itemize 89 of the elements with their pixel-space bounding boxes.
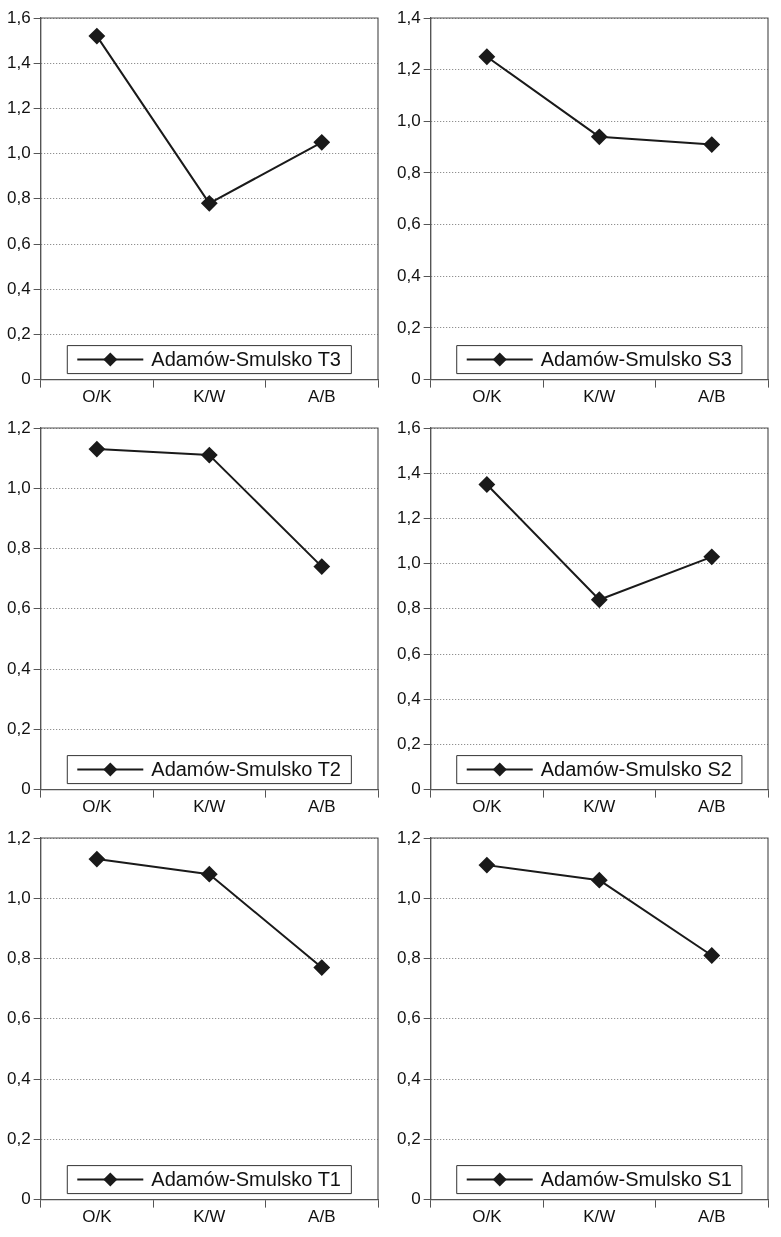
point — [201, 195, 218, 212]
point — [591, 872, 608, 889]
x-tick-label: O/K — [82, 797, 113, 817]
x-tick-label: A/B — [308, 797, 336, 817]
y-tick-label: 0,8 — [396, 948, 421, 968]
y-tick-label: 0,2 — [6, 324, 31, 344]
y-tick-label: 0,2 — [396, 1129, 421, 1149]
x-tick-label: K/W — [193, 797, 226, 817]
point — [703, 947, 720, 964]
x-tick-label: A/B — [308, 387, 336, 407]
x-tick-label: A/B — [698, 797, 726, 817]
y-tick-label: 0,6 — [396, 214, 421, 234]
point — [201, 866, 218, 883]
y-tick-label: 0,2 — [6, 719, 31, 739]
y-tick-label: 1,2 — [396, 59, 421, 79]
legend-label: Adamów-Smulsko S1 — [540, 1168, 732, 1191]
point — [591, 128, 608, 145]
x-tick-label: O/K — [82, 1207, 113, 1227]
x-tick-label: K/W — [193, 387, 226, 407]
y-tick-label: 0,4 — [6, 1068, 31, 1088]
point — [478, 48, 495, 65]
x-tick-label: K/W — [583, 797, 616, 817]
y-tick-label: 1,6 — [396, 417, 421, 437]
y-tick-label: 0 — [21, 1189, 31, 1209]
y-tick-label: 0,2 — [6, 1129, 31, 1149]
y-tick-label: 0,6 — [6, 1008, 31, 1028]
y-tick-label: 1,0 — [396, 887, 421, 907]
point — [201, 447, 218, 464]
point — [478, 857, 495, 874]
y-tick-label: 1,4 — [6, 52, 31, 72]
y-tick-label: 1,2 — [6, 417, 31, 437]
legend-label: Adamów-Smulsko T2 — [151, 758, 341, 781]
y-tick-label: 0,4 — [396, 688, 421, 708]
y-tick-label: 0 — [411, 1189, 421, 1209]
point — [88, 28, 105, 45]
y-tick-label: 0,4 — [6, 278, 31, 298]
y-tick-label: 1,0 — [6, 143, 31, 163]
y-tick-label: 1,0 — [6, 887, 31, 907]
point — [313, 959, 330, 976]
y-tick-label: 0,4 — [6, 658, 31, 678]
y-tick-label: 0,6 — [396, 643, 421, 663]
x-tick-label: O/K — [472, 1207, 503, 1227]
legend-label: Adamów-Smulsko T1 — [151, 1168, 341, 1191]
legend-label: Adamów-Smulsko T3 — [151, 348, 341, 371]
y-tick-label: 0 — [411, 369, 421, 389]
x-tick-label: A/B — [698, 1207, 726, 1227]
y-tick-label: 0,6 — [6, 598, 31, 618]
x-tick-label: A/B — [698, 387, 726, 407]
y-tick-label: 1,0 — [396, 111, 421, 130]
y-tick-label: 1,4 — [396, 462, 421, 482]
point — [703, 548, 720, 565]
legend-label: Adamów-Smulsko S2 — [540, 758, 732, 781]
y-tick-label: 1,2 — [6, 827, 31, 847]
y-tick-label: 0,2 — [396, 317, 421, 337]
y-tick-label: 0,8 — [396, 598, 421, 618]
point — [703, 136, 720, 153]
y-tick-label: 0,8 — [396, 162, 421, 182]
y-tick-label: 1,2 — [396, 508, 421, 528]
y-tick-label: 0,4 — [396, 265, 421, 285]
y-tick-label: 1,6 — [6, 7, 31, 27]
x-tick-label: K/W — [583, 387, 616, 407]
y-tick-label: 0,4 — [396, 1068, 421, 1088]
x-tick-label: K/W — [193, 1207, 226, 1227]
y-tick-label: 0,6 — [6, 233, 31, 253]
x-tick-label: O/K — [472, 797, 503, 817]
y-tick-label: 0 — [21, 369, 31, 389]
x-tick-label: K/W — [583, 1207, 616, 1227]
y-tick-label: 0,8 — [6, 948, 31, 968]
y-tick-label: 1,0 — [6, 477, 31, 497]
x-tick-label: O/K — [82, 387, 113, 407]
point — [478, 476, 495, 493]
legend-label: Adamów-Smulsko S3 — [540, 348, 732, 371]
x-tick-label: A/B — [308, 1207, 336, 1227]
y-tick-label: 0 — [21, 779, 31, 799]
y-tick-label: 0,2 — [396, 734, 421, 754]
point — [591, 591, 608, 608]
y-tick-label: 0,6 — [396, 1008, 421, 1028]
point — [88, 851, 105, 868]
x-tick-label: O/K — [472, 387, 503, 407]
y-tick-label: 1,4 — [396, 7, 421, 27]
point — [313, 558, 330, 575]
y-tick-label: 1,2 — [6, 98, 31, 118]
y-tick-label: 1,0 — [396, 553, 421, 573]
point — [313, 134, 330, 151]
y-tick-label: 0,8 — [6, 188, 31, 208]
point — [88, 441, 105, 458]
y-tick-label: 0,8 — [6, 538, 31, 558]
y-tick-label: 1,2 — [396, 827, 421, 847]
y-tick-label: 0 — [411, 779, 421, 799]
